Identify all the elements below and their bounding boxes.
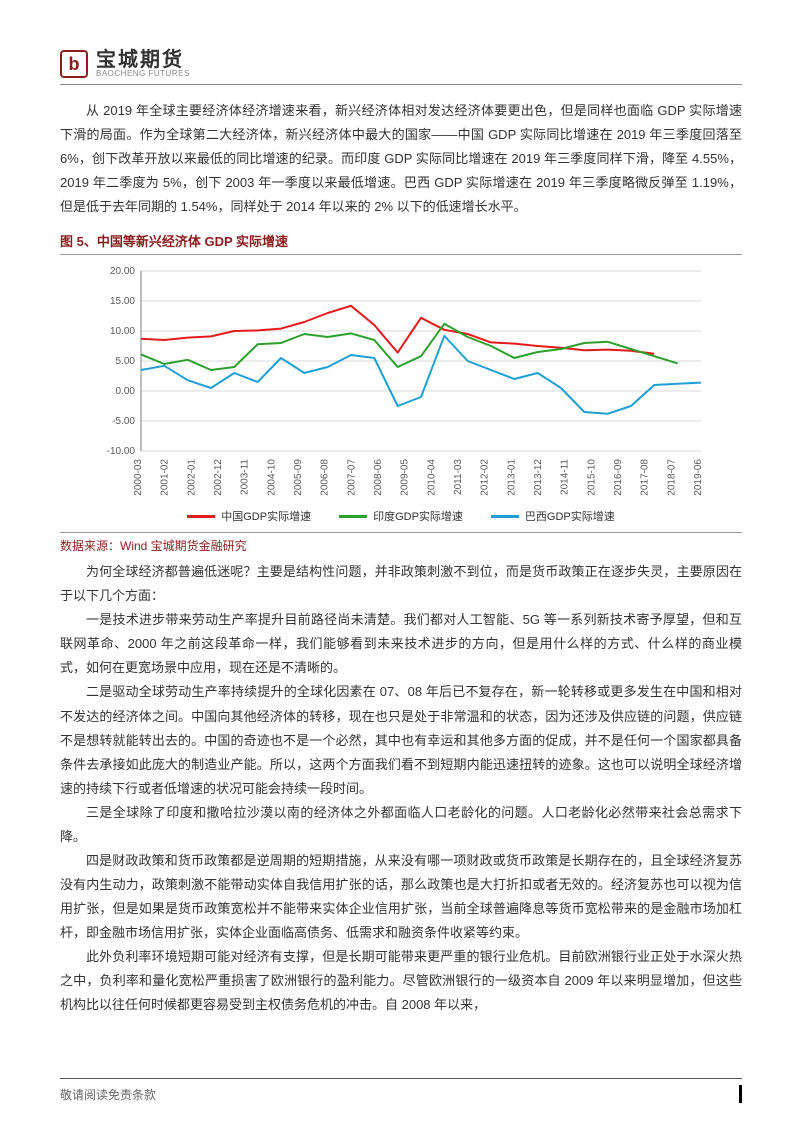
legend-swatch: [339, 515, 367, 518]
svg-text:10.00: 10.00: [110, 326, 135, 337]
svg-text:2000-03: 2000-03: [133, 459, 144, 496]
svg-text:2003-11: 2003-11: [240, 459, 251, 495]
body-p3: 二是驱动全球劳动生产率持续提升的全球化因素在 07、08 年后已不复存在，新一轮…: [60, 680, 742, 800]
svg-text:0.00: 0.00: [116, 386, 136, 397]
svg-text:2015-10: 2015-10: [586, 459, 597, 496]
legend-label: 中国GDP实际增速: [221, 508, 311, 524]
svg-text:2010-04: 2010-04: [426, 459, 437, 496]
logo-en: BAOCHENG FUTURES: [96, 70, 190, 78]
intro-paragraph: 从 2019 年全球主要经济体经济增速来看，新兴经济体相对发达经济体要更出色，但…: [60, 99, 742, 219]
gdp-line-chart: -10.00 -5.00 0.00 5.00 10.00 15.00 20.00 2000-0…: [91, 261, 711, 506]
legend-item-brazil: 巴西GDP实际增速: [491, 508, 615, 524]
svg-text:20.00: 20.00: [110, 266, 135, 277]
svg-text:2016-09: 2016-09: [613, 459, 624, 496]
logo-block: b 宝城期货 BAOCHENG FUTURES: [60, 50, 742, 78]
legend-label: 巴西GDP实际增速: [525, 508, 615, 524]
svg-text:15.00: 15.00: [110, 296, 135, 307]
svg-text:2018-07: 2018-07: [666, 459, 677, 496]
header-rule: [60, 84, 742, 85]
legend-swatch: [187, 515, 215, 518]
svg-text:2007-07: 2007-07: [346, 459, 357, 496]
footer-bar-icon: [739, 1085, 742, 1103]
legend-label: 印度GDP实际增速: [373, 508, 463, 524]
svg-text:2009-05: 2009-05: [400, 459, 411, 496]
figure-rule-top: [60, 254, 742, 255]
svg-text:-5.00: -5.00: [112, 416, 135, 427]
logo-icon: b: [60, 50, 88, 78]
body-p1: 为何全球经济都普遍低迷呢？主要是结构性问题，并非政策刺激不到位，而是货币政策正在…: [60, 560, 742, 608]
legend-item-china: 中国GDP实际增速: [187, 508, 311, 524]
body-p4: 三是全球除了印度和撒哈拉沙漠以南的经济体之外都面临人口老龄化的问题。人口老龄化必…: [60, 801, 742, 849]
svg-text:2014-11: 2014-11: [560, 459, 571, 495]
svg-text:2013-12: 2013-12: [533, 459, 544, 496]
svg-text:2011-03: 2011-03: [453, 459, 464, 495]
svg-text:2002-12: 2002-12: [213, 459, 224, 496]
svg-text:-10.00: -10.00: [107, 446, 136, 457]
svg-text:2017-08: 2017-08: [640, 459, 651, 496]
chart-container: -10.00 -5.00 0.00 5.00 10.00 15.00 20.00 2000-0…: [60, 261, 742, 506]
svg-text:2005-09: 2005-09: [293, 459, 304, 496]
logo-cn: 宝城期货: [96, 50, 190, 70]
svg-text:2006-08: 2006-08: [320, 459, 331, 496]
page-footer: 敬请阅读免责条款: [60, 1078, 742, 1103]
footer-text: 敬请阅读免责条款: [60, 1086, 156, 1103]
logo-text: 宝城期货 BAOCHENG FUTURES: [96, 50, 190, 78]
legend-item-india: 印度GDP实际增速: [339, 508, 463, 524]
legend-swatch: [491, 515, 519, 518]
figure-source: 数据来源：Wind 宝城期货金融研究: [60, 532, 742, 554]
chart-legend: 中国GDP实际增速 印度GDP实际增速 巴西GDP实际增速: [60, 508, 742, 524]
svg-text:2002-01: 2002-01: [186, 459, 197, 496]
svg-text:2001-02: 2001-02: [160, 459, 171, 496]
svg-text:5.00: 5.00: [116, 356, 136, 367]
svg-text:2013-01: 2013-01: [506, 459, 517, 496]
svg-text:2004-10: 2004-10: [266, 459, 277, 496]
svg-text:2019-06: 2019-06: [693, 459, 704, 496]
body-p5: 四是财政政策和货币政策都是逆周期的短期措施，从来没有哪一项财政或货币政策是长期存…: [60, 849, 742, 945]
svg-text:2012-02: 2012-02: [480, 459, 491, 496]
svg-text:2008-06: 2008-06: [373, 459, 384, 496]
body-p6: 此外负利率环境短期可能对经济有支撑，但是长期可能带来更严重的银行业危机。目前欧洲…: [60, 945, 742, 1017]
figure-title: 图 5、中国等新兴经济体 GDP 实际增速: [60, 231, 742, 250]
body-p2: 一是技术进步带来劳动生产率提升目前路径尚未清楚。我们都对人工智能、5G 等一系列…: [60, 608, 742, 680]
